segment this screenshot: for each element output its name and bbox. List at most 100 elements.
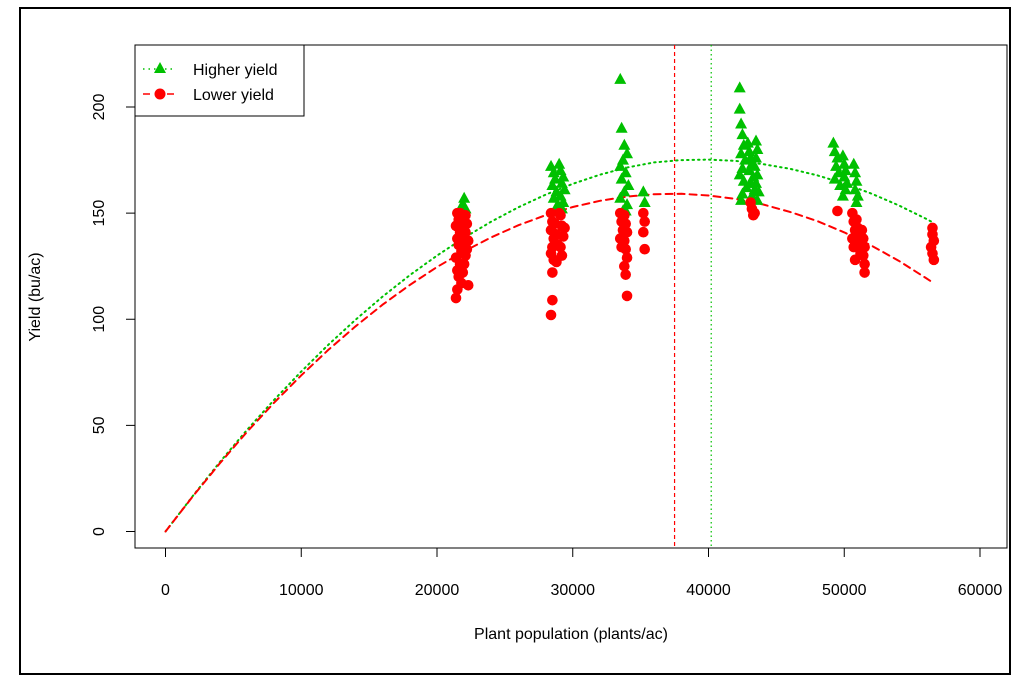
point-higher-55 bbox=[743, 164, 756, 176]
point-higher-49 bbox=[736, 187, 749, 199]
point-lower-48 bbox=[559, 222, 570, 234]
point-lower-28 bbox=[545, 207, 557, 219]
point-higher-82 bbox=[847, 157, 860, 169]
point-higher-28 bbox=[619, 166, 632, 178]
point-higher-12 bbox=[553, 157, 566, 169]
point-higher-83 bbox=[849, 166, 862, 178]
point-lower-63 bbox=[638, 207, 649, 219]
x-tick-label-5: 50000 bbox=[822, 582, 867, 599]
point-lower-88 bbox=[859, 267, 870, 278]
x-tick-label-0: 0 bbox=[161, 582, 170, 599]
point-lower-82 bbox=[849, 254, 861, 266]
point-lower-22 bbox=[460, 209, 471, 221]
point-higher-31 bbox=[618, 185, 631, 197]
point-lower-36 bbox=[547, 294, 558, 306]
point-higher-23 bbox=[615, 121, 628, 133]
point-lower-59 bbox=[621, 252, 633, 263]
point-lower-20 bbox=[458, 258, 470, 270]
point-higher-29 bbox=[615, 172, 628, 184]
point-lower-45 bbox=[555, 241, 566, 253]
point-higher-16 bbox=[558, 183, 571, 195]
legend-marker-lower bbox=[154, 88, 166, 100]
point-higher-27 bbox=[614, 159, 627, 171]
point-lower-37 bbox=[545, 309, 557, 321]
point-higher-86 bbox=[851, 189, 864, 201]
point-higher-77 bbox=[839, 164, 852, 176]
legend-label-higher: Higher yield bbox=[193, 62, 277, 79]
x-tick-label-3: 30000 bbox=[551, 582, 596, 599]
point-higher-50 bbox=[735, 193, 748, 205]
x-tick-label-6: 60000 bbox=[958, 582, 1003, 599]
data-points bbox=[450, 72, 940, 321]
point-lower-23 bbox=[461, 218, 473, 230]
point-lower-70 bbox=[749, 207, 760, 219]
point-lower-84 bbox=[857, 233, 869, 244]
point-lower-71 bbox=[832, 205, 843, 217]
point-higher-18 bbox=[557, 196, 570, 208]
point-higher-76 bbox=[838, 157, 851, 169]
point-higher-84 bbox=[850, 174, 863, 186]
point-lower-83 bbox=[856, 224, 868, 236]
point-lower-55 bbox=[620, 218, 631, 230]
point-higher-81 bbox=[836, 189, 849, 201]
point-higher-46 bbox=[733, 168, 746, 180]
point-higher-64 bbox=[751, 168, 764, 180]
point-lower-57 bbox=[619, 235, 630, 247]
point-higher-40 bbox=[735, 117, 748, 129]
point-lower-60 bbox=[619, 260, 630, 272]
x-tick-label-4: 40000 bbox=[686, 582, 731, 599]
figure-frame bbox=[19, 7, 1011, 675]
point-higher-0 bbox=[458, 191, 471, 203]
point-lower-44 bbox=[557, 231, 569, 242]
point-higher-38 bbox=[733, 81, 746, 93]
legend-box bbox=[134, 44, 305, 117]
point-lower-47 bbox=[553, 207, 565, 219]
point-higher-25 bbox=[621, 147, 634, 159]
point-higher-73 bbox=[828, 172, 841, 184]
point-higher-8 bbox=[546, 179, 559, 191]
point-lower-46 bbox=[556, 250, 568, 261]
point-lower-25 bbox=[462, 235, 474, 247]
point-higher-61 bbox=[751, 142, 764, 154]
point-lower-65 bbox=[638, 226, 649, 238]
point-lower-58 bbox=[620, 243, 631, 255]
x-axis-label: Plant population (plants/ac) bbox=[474, 626, 668, 643]
point-higher-41 bbox=[736, 128, 749, 140]
x-tick-label-2: 20000 bbox=[415, 582, 460, 599]
point-lower-94 bbox=[928, 254, 940, 266]
point-lower-66 bbox=[639, 243, 650, 255]
point-lower-12 bbox=[452, 284, 463, 295]
y-tick-label-4: 200 bbox=[91, 94, 108, 121]
reference-vlines bbox=[673, 45, 712, 548]
point-higher-79 bbox=[840, 176, 853, 188]
point-lower-86 bbox=[857, 250, 869, 261]
point-higher-32 bbox=[614, 191, 627, 203]
legend-label-lower: Lower yield bbox=[193, 87, 274, 104]
point-lower-35 bbox=[547, 267, 558, 278]
point-higher-75 bbox=[836, 149, 849, 161]
point-lower-85 bbox=[859, 241, 870, 253]
point-higher-68 bbox=[827, 136, 840, 148]
point-higher-14 bbox=[557, 170, 570, 182]
y-tick-label-2: 100 bbox=[91, 306, 108, 333]
point-higher-39 bbox=[733, 102, 746, 114]
x-axis: 0 10000 20000 30000 40000 50000 60000 bbox=[161, 547, 1003, 599]
point-higher-37 bbox=[638, 196, 651, 208]
point-lower-62 bbox=[621, 290, 633, 302]
y-tick-label-0: 0 bbox=[91, 527, 108, 536]
point-lower-61 bbox=[620, 269, 631, 280]
point-lower-21 bbox=[457, 267, 469, 278]
point-higher-30 bbox=[622, 179, 635, 191]
point-higher-22 bbox=[614, 72, 627, 84]
point-higher-87 bbox=[850, 196, 863, 208]
plot-area bbox=[134, 44, 1008, 549]
point-higher-62 bbox=[750, 151, 763, 163]
y-axis-label: Yield (bu/ac) bbox=[27, 252, 44, 341]
point-lower-24 bbox=[460, 226, 471, 238]
legend: Higher yield Lower yield bbox=[134, 44, 305, 117]
point-lower-77 bbox=[851, 214, 862, 225]
point-higher-4 bbox=[456, 198, 469, 210]
point-higher-63 bbox=[748, 159, 761, 171]
point-lower-26 bbox=[461, 243, 473, 255]
